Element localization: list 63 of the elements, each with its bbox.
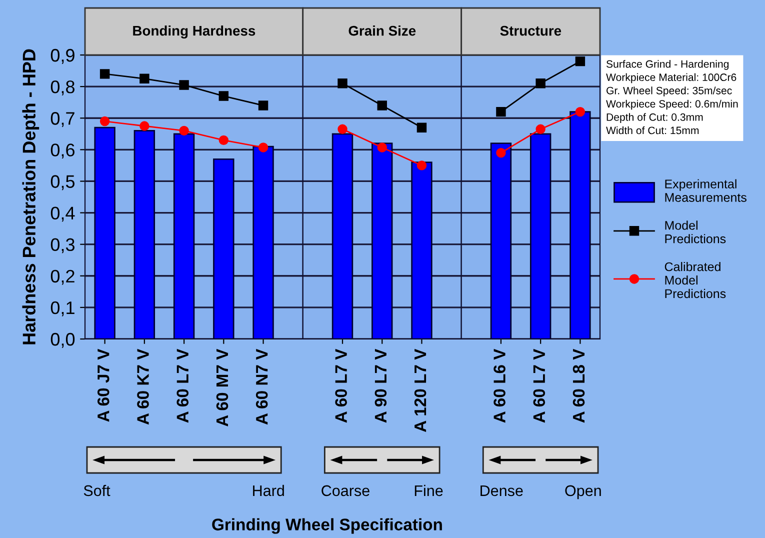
bar — [213, 158, 234, 339]
point — [338, 78, 348, 88]
point — [496, 148, 506, 158]
y-tick-label: 0,2 — [50, 270, 74, 285]
point — [575, 106, 586, 117]
bar — [94, 126, 116, 339]
point — [416, 122, 427, 132]
x-tick-label: A 60 M7 V — [216, 348, 228, 426]
x-tick-label: A 60 L7 V — [335, 348, 347, 423]
point — [536, 124, 546, 134]
legend-label: Model Predictions — [665, 220, 726, 244]
x-tick-label: A 60 K7 V — [137, 348, 149, 425]
point — [338, 124, 348, 134]
x-tick-label: A 60 L6 V — [494, 348, 506, 423]
x-tick-label: A 90 L7 V — [374, 348, 387, 423]
point — [377, 142, 387, 152]
text: Soft — [84, 484, 110, 496]
y-tick-label: 0,0 — [50, 332, 75, 348]
y-axis-title: Hardness Penetration Depth - HPD — [22, 49, 40, 344]
x-tick-label: A 60 J7 V — [97, 348, 110, 422]
bar — [134, 130, 156, 339]
y-tick-label: 0,8 — [50, 80, 74, 96]
x-tick-label: A 60 L8 V — [572, 348, 585, 423]
y-tick-label: 0,6 — [50, 144, 74, 159]
point — [496, 106, 506, 117]
bar — [252, 146, 274, 339]
y-tick-label: 0,3 — [50, 238, 74, 254]
point — [416, 160, 427, 170]
legend-label: Experimental Measurements — [665, 179, 746, 202]
text: Dense — [480, 485, 523, 496]
point — [179, 80, 189, 90]
text: Coarse — [322, 485, 370, 496]
legend-label: Calibrated Model Predictions — [664, 262, 726, 298]
point — [536, 78, 546, 88]
x-axis-title: Grinding Wheel Specification — [212, 518, 442, 534]
point — [179, 126, 189, 136]
y-tick-label: 0,7 — [50, 112, 74, 127]
chart-title: Grain Size — [348, 26, 416, 36]
y-tick-label: 0,9 — [50, 48, 74, 64]
text: Surface Grind - Hardening Workpiece Material: 100Cr6 Gr. Wheel Speed: 35m/sec Workpiece Speed: 0.6m/min Depth of Cut: 0.3mm Width of Cut: 15mm — [606, 60, 738, 134]
x-tick-label: A 60 L7 V — [533, 348, 546, 423]
point — [218, 135, 229, 146]
chart-title: Structure — [500, 26, 562, 36]
chart-title: Bonding Hardness — [133, 25, 256, 39]
x-tick-label: A 60 N7 V — [256, 348, 268, 425]
point — [258, 142, 268, 152]
text: Fine — [414, 484, 443, 496]
point — [100, 116, 110, 126]
point — [575, 56, 586, 66]
x-tick-label: A 120 L7 V — [414, 348, 426, 432]
point — [100, 69, 110, 79]
point — [377, 100, 387, 110]
point — [258, 100, 268, 110]
text: Hard — [253, 484, 284, 496]
y-tick-label: 0,1 — [50, 301, 74, 316]
y-tick-label: 0,5 — [50, 175, 75, 190]
text: Open — [565, 485, 601, 500]
point — [218, 91, 229, 101]
point — [140, 121, 150, 131]
point — [140, 74, 150, 84]
x-tick-label: A 60 L7 V — [176, 348, 189, 423]
bar — [173, 133, 195, 339]
y-tick-label: 0,4 — [50, 206, 75, 222]
